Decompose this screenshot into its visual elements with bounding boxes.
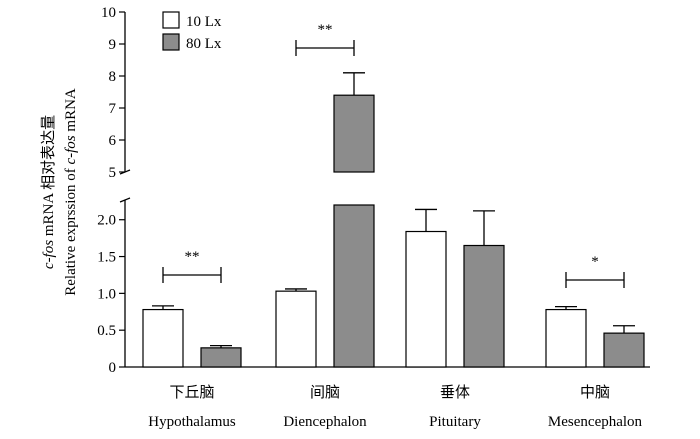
legend-swatch-1 [162, 33, 180, 51]
y-upper-tick-label: 10 [101, 5, 116, 21]
y-lower-tick-label: 1.5 [97, 250, 116, 266]
bar-0-3 [545, 308, 587, 368]
y-upper-tick-label: 7 [109, 101, 117, 117]
y-upper-tick-label: 5 [109, 165, 117, 181]
category-label-0: Hypothalamus [148, 414, 236, 430]
bars [142, 72, 645, 368]
category-label-2: Pituitary [429, 414, 481, 430]
bar-0-0 [142, 308, 184, 368]
bar-1-3 [603, 332, 645, 368]
category-label-cn-1: 间脑 [310, 384, 340, 401]
y-axis-label-chinese: c-fos mRNA 相对表达量 [40, 115, 57, 269]
category-label-cn-0: 下丘脑 [169, 384, 214, 401]
category-label-cn-2: 垂体 [440, 384, 470, 401]
category-label-3: Mesencephalon [548, 414, 643, 430]
legend-swatch-0 [162, 11, 180, 29]
legend-label-0: 10 Lx [186, 14, 222, 30]
sig-label-1: ** [318, 22, 333, 38]
y-upper-tick-label: 8 [109, 69, 117, 85]
category-label-cn-3: 中脑 [580, 384, 610, 401]
y-axis-label-english: Relative exprssion of c-fos mRNA [63, 88, 79, 296]
axis-break-mark [119, 197, 131, 203]
sig-label-0: ** [185, 249, 200, 265]
y-lower-tick-label: 0 [109, 360, 117, 376]
bar-0-2 [405, 230, 447, 368]
sig-label-3: * [591, 254, 599, 270]
bar-1-2 [463, 244, 505, 368]
bar-1-1-lower [333, 204, 375, 368]
y-upper-tick-label: 9 [109, 37, 117, 53]
y-lower-tick-label: 1.0 [97, 286, 116, 302]
bar-1-1-upper [333, 94, 375, 173]
bar-0-1 [275, 290, 317, 368]
category-label-1: Diencephalon [283, 414, 367, 430]
y-lower-tick-label: 0.5 [97, 323, 116, 339]
y-upper-tick-label: 6 [109, 133, 117, 149]
y-lower-tick-label: 2.0 [97, 213, 116, 229]
significance-markers: ***** [162, 22, 625, 288]
bar-1-0 [200, 347, 242, 368]
category-labels: 下丘脑 Hypothalamus 间脑 Diencephalon 垂体 Pituitary… [148, 384, 642, 430]
legend: 10 Lx 80 Lx [162, 11, 222, 52]
legend-label-1: 80 Lx [186, 36, 222, 52]
